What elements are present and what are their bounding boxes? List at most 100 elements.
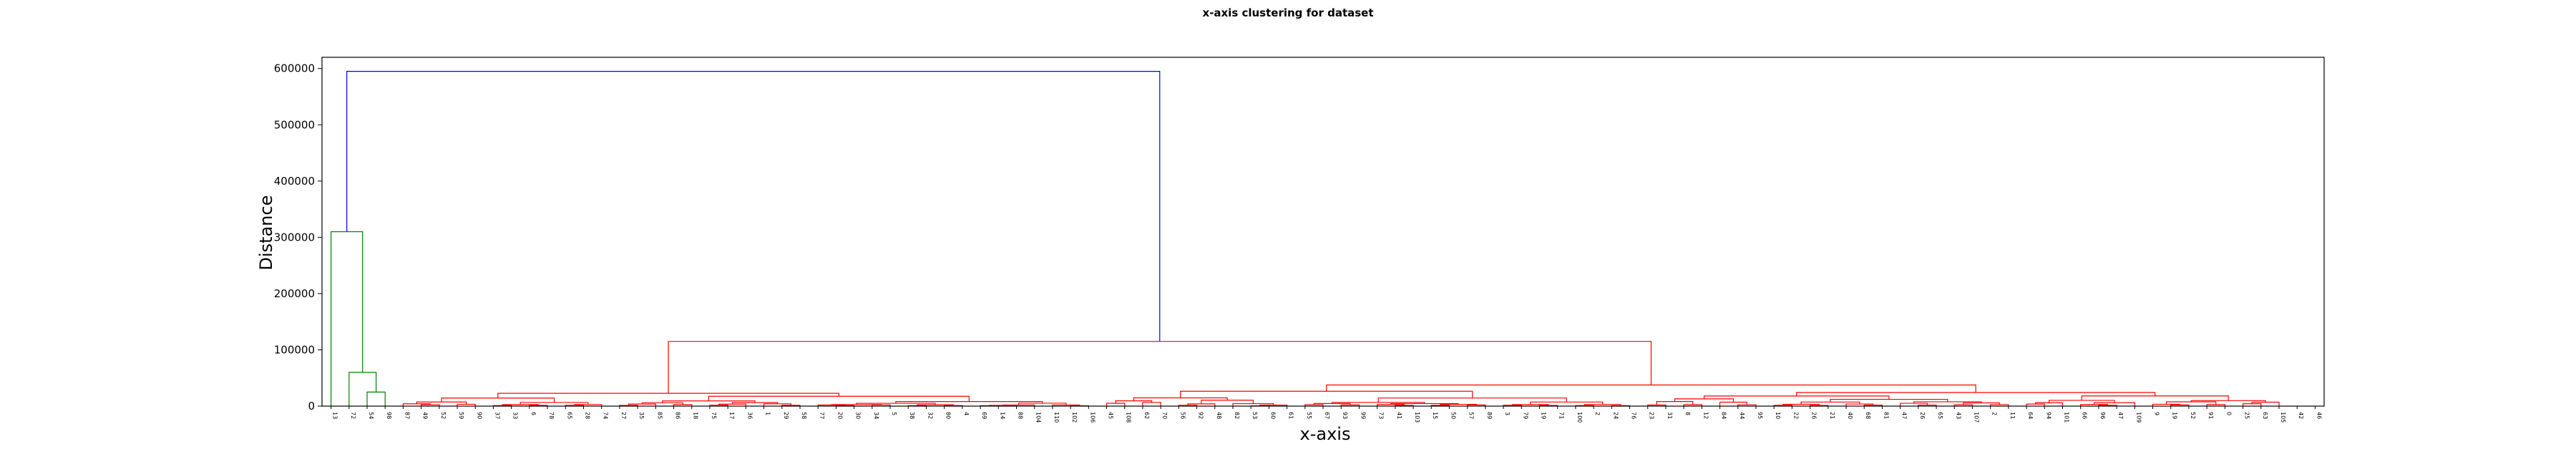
leaf-label: 32 bbox=[927, 412, 933, 419]
leaf-label: 68 bbox=[1865, 412, 1871, 419]
leaf-label: 3 bbox=[1504, 412, 1511, 415]
dendrogram-link bbox=[1720, 403, 1747, 406]
leaf-label: 77 bbox=[819, 412, 825, 419]
dendrogram-link bbox=[367, 392, 385, 406]
leaf-label: 62 bbox=[1143, 412, 1150, 419]
leaf-label: 43 bbox=[1955, 412, 1961, 419]
leaf-label: 26 bbox=[1811, 412, 1818, 419]
leaf-label: 18 bbox=[693, 412, 699, 419]
leaf-label: 86 bbox=[675, 412, 681, 419]
dendrogram-link bbox=[1107, 403, 1125, 406]
dendrogram-link bbox=[1143, 403, 1161, 406]
leaf-label: 42 bbox=[2298, 412, 2304, 419]
leaf-label: 76 bbox=[1631, 412, 1637, 419]
y-tick-label: 400000 bbox=[274, 175, 315, 188]
dendrogram-link bbox=[2252, 402, 2279, 406]
y-tick-label: 100000 bbox=[274, 343, 315, 356]
leaf-label: 100 bbox=[1576, 412, 1583, 423]
leaf-label: 57 bbox=[1468, 412, 1475, 419]
leaf-label: 63 bbox=[2262, 412, 2268, 419]
leaf-label: 75 bbox=[711, 412, 717, 419]
leaf-label: 74 bbox=[602, 412, 609, 419]
leaf-label: 44 bbox=[1739, 412, 1745, 419]
plot-frame bbox=[322, 57, 2324, 406]
leaf-label: 87 bbox=[404, 412, 410, 419]
leaf-label: 0 bbox=[2225, 412, 2232, 415]
leaf-label: 73 bbox=[1378, 412, 1385, 419]
leaf-label: 79 bbox=[1522, 412, 1528, 419]
y-tick-label: 200000 bbox=[274, 287, 315, 300]
leaf-label: 101 bbox=[2063, 412, 2069, 423]
leaf-label: 95 bbox=[1757, 412, 1763, 419]
leaf-label: 78 bbox=[548, 412, 555, 419]
leaf-label: 46 bbox=[2316, 412, 2322, 419]
leaf-label: 89 bbox=[1486, 412, 1493, 419]
leaf-label: 64 bbox=[2027, 412, 2034, 419]
chart-title: x-axis clustering for dataset bbox=[1202, 6, 1373, 19]
leaf-label: 80 bbox=[945, 412, 952, 419]
leaf-label: 40 bbox=[1847, 412, 1853, 419]
leaf-label: 60 bbox=[1269, 412, 1276, 419]
leaf-label: 6 bbox=[530, 412, 537, 415]
leaf-label: 38 bbox=[909, 412, 915, 419]
dendrogram-link bbox=[349, 372, 376, 406]
y-tick-label: 600000 bbox=[274, 62, 315, 75]
y-tick-label: 0 bbox=[308, 400, 315, 413]
leaf-label: 27 bbox=[620, 412, 627, 419]
dendrogram-link bbox=[498, 393, 839, 398]
dendrogram-link bbox=[2082, 396, 2228, 401]
leaf-label: 29 bbox=[783, 412, 789, 419]
leaf-label: 5 bbox=[891, 412, 897, 415]
leaf-label: 2 bbox=[1594, 412, 1601, 415]
leaf-label: 98 bbox=[386, 412, 392, 419]
leaf-label: 8 bbox=[1684, 412, 1691, 415]
leaf-label: 72 bbox=[350, 412, 356, 419]
leaf-label: 48 bbox=[1216, 412, 1222, 419]
leaf-label: 88 bbox=[1017, 412, 1023, 419]
leaf-label: 11 bbox=[2009, 412, 2016, 419]
leaf-label: 47 bbox=[2117, 412, 2124, 419]
leaf-label: 110 bbox=[1053, 412, 1060, 423]
leaf-label: 104 bbox=[1035, 412, 1042, 423]
leaf-label: 99 bbox=[1360, 412, 1366, 419]
leaf-label: 24 bbox=[1612, 412, 1619, 419]
dendrogram-link bbox=[668, 342, 1651, 393]
leaf-label: 59 bbox=[458, 412, 464, 419]
leaf-label: 96 bbox=[2099, 412, 2106, 419]
leaf-label: 49 bbox=[422, 412, 429, 419]
leaf-label: 19 bbox=[2172, 412, 2178, 419]
leaf-label: 52 bbox=[2190, 412, 2196, 419]
leaf-label: 61 bbox=[1288, 412, 1294, 419]
leaf-label: 65 bbox=[566, 412, 572, 419]
leaf-label: 67 bbox=[1324, 412, 1330, 419]
leaf-label: 13 bbox=[332, 412, 338, 419]
leaf-label: 12 bbox=[1702, 412, 1709, 419]
leaf-label: 91 bbox=[2207, 412, 2214, 419]
leaf-label: 41 bbox=[1396, 412, 1402, 419]
leaf-label: 93 bbox=[1342, 412, 1348, 419]
leaf-label: 105 bbox=[2280, 412, 2286, 423]
leaf-label: 22 bbox=[1792, 412, 1799, 419]
leaf-label: 50 bbox=[1450, 412, 1456, 419]
leaf-label: 85 bbox=[656, 412, 663, 419]
leaf-label: 54 bbox=[368, 412, 374, 419]
leaf-label: 35 bbox=[638, 412, 645, 419]
leaf-label: 66 bbox=[2082, 412, 2088, 419]
leaf-label: 36 bbox=[746, 412, 753, 419]
leaf-label: 47 bbox=[1901, 412, 1908, 419]
leaf-label: 25 bbox=[2244, 412, 2250, 419]
leaf-label: 90 bbox=[476, 412, 482, 419]
dendrogram-link bbox=[1181, 391, 1473, 398]
leaf-label: 82 bbox=[1234, 412, 1240, 419]
leaf-label: 2 bbox=[1991, 412, 1998, 415]
leaf-label: 109 bbox=[2135, 412, 2142, 423]
leaf-label: 71 bbox=[1558, 412, 1565, 419]
leaf-label: 55 bbox=[1306, 412, 1312, 419]
leaf-label: 26 bbox=[1919, 412, 1926, 419]
leaf-label: 17 bbox=[728, 412, 735, 419]
leaf-label: 14 bbox=[999, 412, 1005, 419]
leaf-label: 19 bbox=[1540, 412, 1546, 419]
